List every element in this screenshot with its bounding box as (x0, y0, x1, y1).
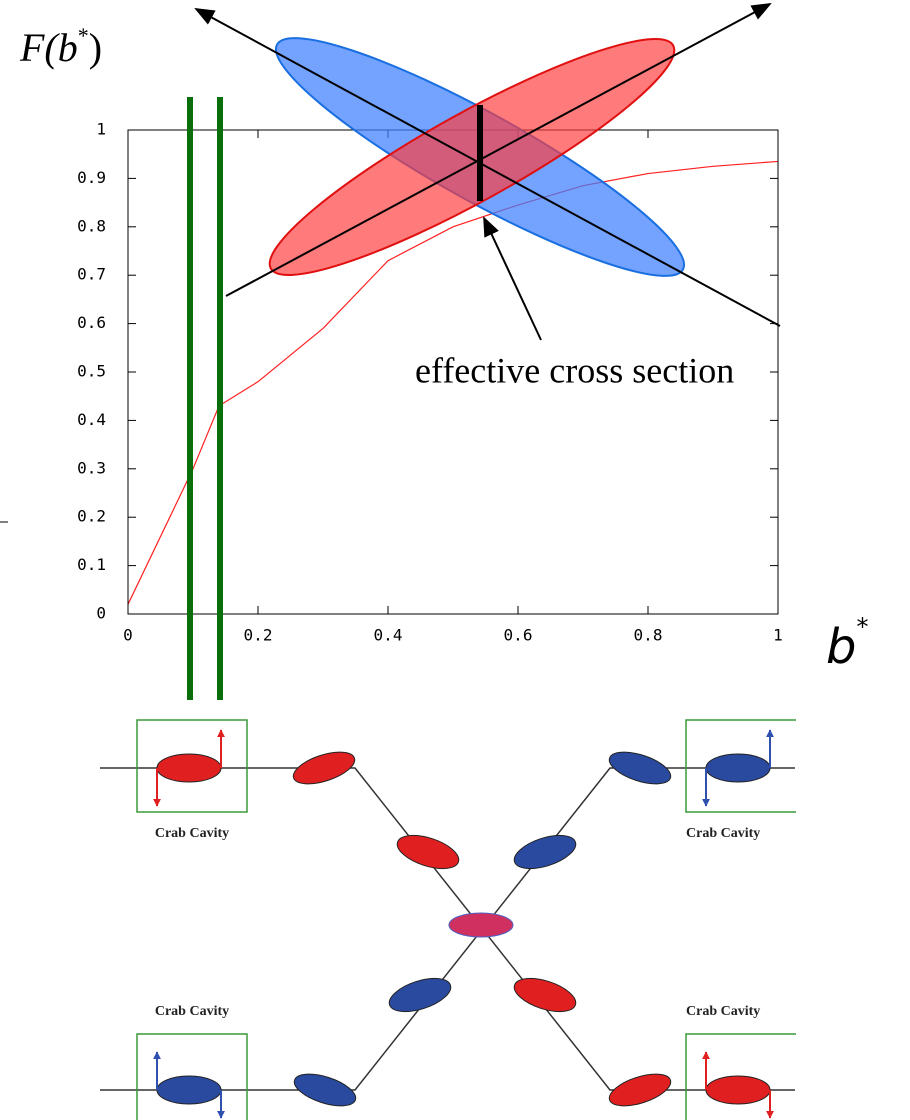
ylabel-part: b (58, 25, 78, 70)
x-tick-label: 0 (123, 626, 133, 645)
arrow (483, 216, 542, 341)
clip-mask (796, 700, 910, 1120)
ylabel-part: * (78, 23, 89, 48)
crab-diagram (100, 719, 807, 1120)
y-tick-label: 0.1 (77, 555, 106, 574)
y-tick-label: 0.6 (77, 313, 106, 332)
x-tick-label: 0.6 (504, 626, 533, 645)
arrow (194, 8, 781, 327)
annotation: effective cross section (415, 350, 734, 390)
xlabel-part: * (856, 613, 868, 641)
crab-label: Crab Cavity (686, 1004, 760, 1019)
x-tick-label: 1 (773, 626, 783, 645)
crab-label: Crab Cavity (155, 1004, 229, 1019)
crab-label: Crab Cavity (686, 826, 760, 841)
ylabel-part: F( (19, 25, 60, 70)
y-tick-label: 1 (96, 120, 106, 139)
arrow (225, 3, 772, 297)
crab-label: Crab Cavity (155, 826, 229, 841)
red-beam (268, 38, 676, 276)
x-tick-label: 0.4 (374, 626, 403, 645)
y-tick-label: 0.4 (77, 410, 106, 429)
y-tick-label: 0.9 (77, 168, 106, 187)
ylabel-part: ) (89, 25, 102, 70)
plot: 0 0.1 0.2 0.3 0.4 0.5 0.6 0.7 0.8 0.9 1 0 0.2 0.4 0.6 0… (77, 120, 783, 645)
x-tick-label: 0.2 (244, 626, 273, 645)
x-tick-label: 0.8 (634, 626, 663, 645)
y-tick-label: 0.5 (77, 362, 106, 381)
y-tick-label: 0.7 (77, 265, 106, 284)
y-tick-label: 0.8 (77, 216, 106, 235)
x-axis-label: b* (826, 613, 868, 675)
y-tick-label: 0.3 (77, 458, 106, 477)
curve (127, 160, 779, 605)
y-tick-label: 0.2 (77, 507, 106, 526)
y-tick-label: 0 (96, 604, 106, 623)
xlabel-part: b (826, 619, 856, 675)
y-axis-label: F(b*) (19, 23, 102, 70)
